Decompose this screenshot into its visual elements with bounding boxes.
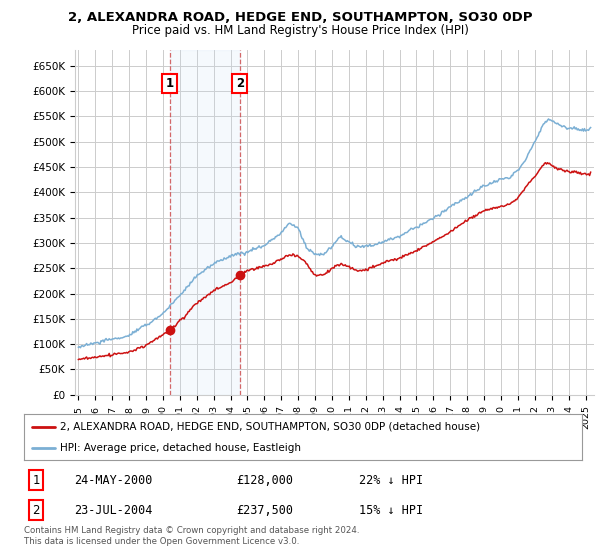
Text: 23-JUL-2004: 23-JUL-2004 — [74, 504, 152, 517]
Text: 2: 2 — [236, 77, 244, 90]
Text: 2: 2 — [32, 504, 40, 517]
Text: Contains HM Land Registry data © Crown copyright and database right 2024.
This d: Contains HM Land Registry data © Crown c… — [24, 526, 359, 546]
Text: 2, ALEXANDRA ROAD, HEDGE END, SOUTHAMPTON, SO30 0DP (detached house): 2, ALEXANDRA ROAD, HEDGE END, SOUTHAMPTO… — [60, 422, 481, 432]
Text: £237,500: £237,500 — [236, 504, 293, 517]
Text: 1: 1 — [166, 77, 173, 90]
Text: 24-MAY-2000: 24-MAY-2000 — [74, 474, 152, 487]
Text: 15% ↓ HPI: 15% ↓ HPI — [359, 504, 423, 517]
Text: 1: 1 — [32, 474, 40, 487]
Text: 2, ALEXANDRA ROAD, HEDGE END, SOUTHAMPTON, SO30 0DP: 2, ALEXANDRA ROAD, HEDGE END, SOUTHAMPTO… — [68, 11, 532, 24]
Text: £128,000: £128,000 — [236, 474, 293, 487]
Text: 22% ↓ HPI: 22% ↓ HPI — [359, 474, 423, 487]
Bar — [170, 50, 240, 395]
Text: HPI: Average price, detached house, Eastleigh: HPI: Average price, detached house, East… — [60, 443, 301, 453]
Text: Price paid vs. HM Land Registry's House Price Index (HPI): Price paid vs. HM Land Registry's House … — [131, 24, 469, 36]
